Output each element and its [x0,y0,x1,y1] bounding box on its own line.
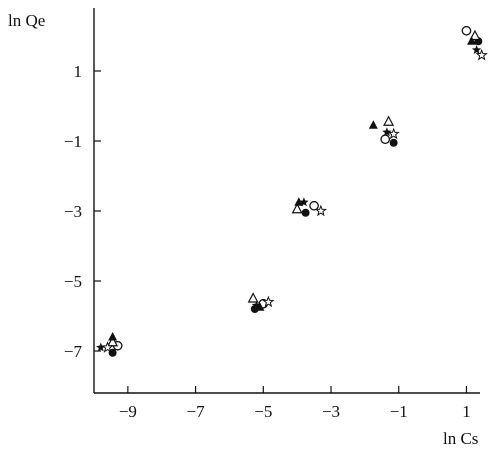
x-tick-label: −3 [322,402,340,421]
filled-triangle-point [467,36,477,45]
filled-star-point [251,300,262,310]
x-tick-label: 1 [462,402,471,421]
y-tick-label: −5 [64,272,82,291]
open-star-point [475,48,488,61]
y-tick-label: 1 [74,62,83,81]
filled-circle-point [389,138,398,147]
filled-triangle-point [294,197,304,206]
open-triangle-point [469,29,481,41]
filled-star-point [96,342,106,352]
filled-circle-point [301,208,310,217]
open-triangle-point [383,115,395,126]
open-circle-point [380,134,391,145]
open-triangle-point [247,292,259,303]
open-star-point [101,341,114,353]
axes [93,8,480,394]
open-star-point [314,204,327,217]
data-points [96,25,488,357]
ticks: −9 −7 −5 −3 −1 1 1 −1 −3 −5 −7 [64,62,471,421]
x-tick-label: −5 [254,402,272,421]
filled-triangle-point [368,120,378,129]
open-star-point [387,127,400,140]
filled-star-point [382,127,392,137]
open-circle-point [309,200,319,211]
y-axis-label: ln Qe [8,11,45,30]
y-tick-label: −3 [64,202,82,221]
x-tick-label: −1 [390,402,408,421]
open-circle-point [461,25,472,36]
filled-triangle-point [255,302,265,311]
filled-star-point [471,45,482,55]
x-tick-label: −9 [119,402,137,421]
filled-triangle-point [108,332,118,341]
y-tick-label: −1 [64,132,82,151]
y-tick-label: −7 [64,342,83,361]
x-axis-label: ln Cs [443,429,478,448]
open-star-point [262,295,275,308]
open-triangle-point [291,202,303,214]
filled-star-point [299,197,309,207]
x-tick-label: −7 [187,402,206,421]
